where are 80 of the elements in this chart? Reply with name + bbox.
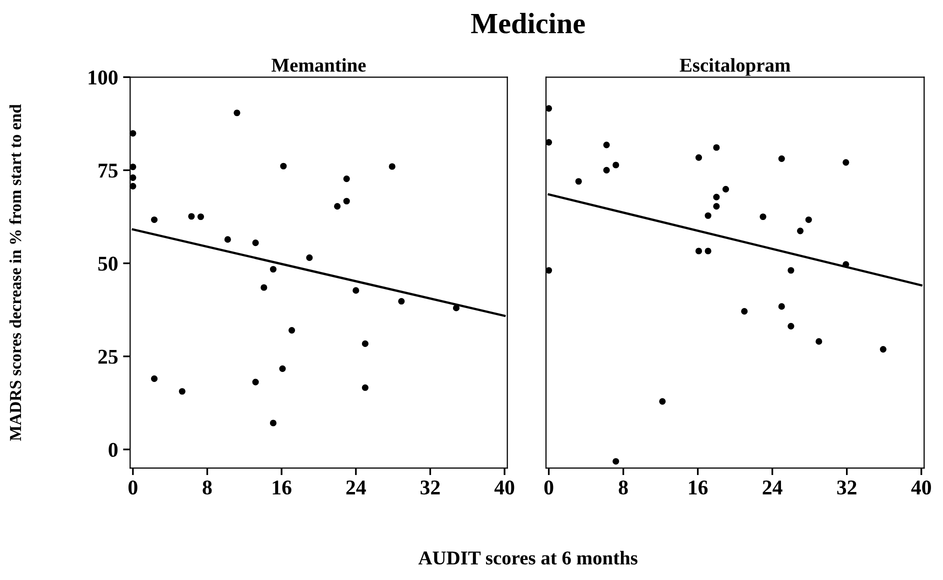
point: [612, 458, 620, 465]
x-tick-label: 8: [618, 480, 628, 495]
point: [695, 154, 702, 161]
y-tick-label: 25: [98, 350, 118, 364]
x-tick-label: 40: [494, 480, 514, 495]
point: [197, 213, 204, 220]
chart-title: Memantine: [272, 58, 366, 72]
point: [352, 287, 360, 294]
point: [659, 398, 666, 405]
point: [778, 155, 785, 162]
x-axis-title: AUDIT scores at 6 months: [418, 550, 638, 565]
y-axis-title: MADRS scores decrease in % from start to end: [9, 104, 22, 441]
point: [130, 174, 136, 181]
point: [842, 159, 850, 166]
x-tick-label: 40: [911, 480, 931, 495]
x-tick-label: 0: [128, 480, 138, 495]
point: [788, 322, 794, 330]
point: [224, 236, 231, 243]
point: [252, 240, 259, 246]
point: [788, 267, 794, 274]
point: [816, 338, 822, 345]
point: [130, 130, 136, 137]
point: [130, 164, 136, 170]
point: [150, 375, 158, 382]
point: [612, 162, 620, 168]
point: [452, 304, 460, 312]
x-tick-label: 16: [689, 480, 708, 495]
point: [704, 248, 712, 254]
point: [343, 198, 350, 204]
y-tick-label: 50: [98, 256, 118, 271]
point: [270, 266, 277, 273]
point: [252, 378, 259, 386]
point: [288, 327, 296, 334]
x-tick-label: 24: [762, 480, 782, 494]
point: [713, 203, 720, 210]
point: [760, 213, 766, 220]
point: [796, 228, 804, 234]
point: [270, 420, 277, 426]
point: [388, 163, 396, 170]
point: [546, 139, 552, 146]
point: [234, 110, 240, 116]
point: [713, 194, 720, 200]
point: [575, 178, 582, 185]
point: [188, 213, 195, 220]
point: [178, 388, 186, 395]
y-tick-label: 0: [108, 442, 118, 457]
point: [398, 298, 405, 305]
x-tick-label: 32: [837, 480, 856, 495]
x-tick-label: 32: [420, 480, 440, 495]
point: [603, 142, 610, 148]
point: [778, 303, 785, 310]
x-tick-label: 24: [346, 480, 366, 494]
point: [343, 175, 350, 182]
point: [880, 346, 886, 353]
point: [741, 308, 748, 315]
point: [279, 365, 286, 372]
point: [546, 105, 552, 112]
point: [362, 384, 368, 391]
x-tick-label: 16: [272, 480, 292, 495]
text: Medicine: [471, 12, 585, 34]
point: [546, 267, 552, 274]
point: [280, 162, 287, 170]
point: [842, 261, 850, 268]
point: [603, 166, 610, 174]
x-tick-label: 0: [544, 480, 554, 495]
point: [260, 284, 268, 291]
y-tick-label: 100: [88, 70, 118, 85]
point: [150, 216, 158, 224]
point: [805, 216, 812, 224]
point: [130, 182, 136, 190]
y-tick-label: 75: [98, 164, 118, 178]
x-tick-label: 8: [202, 480, 212, 495]
chart-title: Escitalopram: [680, 58, 790, 76]
point: [704, 212, 712, 219]
point: [713, 144, 720, 151]
point: [334, 203, 341, 210]
point: [362, 340, 368, 348]
point: [695, 248, 702, 254]
point: [722, 186, 730, 192]
point: [306, 254, 313, 261]
